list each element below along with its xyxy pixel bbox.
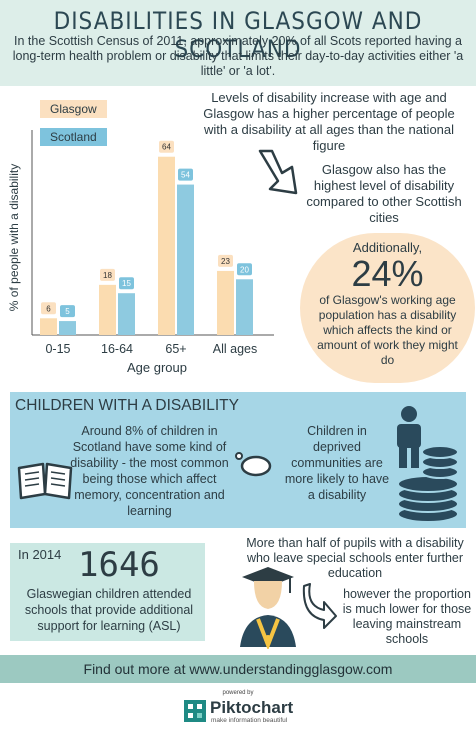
bar-glasgow-3 — [217, 270, 234, 335]
data-label-bg-1-2 — [178, 168, 193, 181]
data-label-glasgow-2: 64 — [162, 143, 171, 152]
book-icon — [17, 462, 73, 500]
children-text-2: Children in deprived communities are mor… — [284, 424, 390, 502]
asl-box — [10, 543, 205, 641]
coin-stack-icon — [397, 445, 459, 523]
data-label-bg-0-3 — [218, 254, 233, 267]
working-percent: 24% — [351, 253, 424, 294]
bar-scotland-0 — [59, 321, 76, 335]
bar-scotland-1 — [118, 293, 135, 335]
data-label-bg-0-0 — [41, 302, 56, 315]
page-title: DISABILITIES IN GLASGOW AND SCOTLAND — [53, 7, 423, 63]
working-age-circle — [300, 233, 475, 383]
data-label-scotland-3: 20 — [240, 265, 249, 274]
legend-scotland: Scotland — [40, 128, 107, 146]
data-label-bg-1-1 — [119, 277, 134, 290]
graduate-icon — [240, 567, 296, 649]
brand-tagline: make information beautiful — [211, 717, 288, 724]
bar-glasgow-2 — [158, 156, 175, 335]
asl-year: In 2014 — [18, 547, 62, 562]
cities-text: Glasgow also has the highest level of di… — [306, 162, 462, 225]
data-label-scotland-0: 5 — [65, 307, 70, 316]
bar-chart: 6 5 0-15 18 15 16-64 64 54 65+ 23 20 All ages Age gr… — [7, 130, 274, 375]
asl-text: Glaswegian children attended schools tha… — [24, 587, 194, 633]
children-box — [10, 392, 466, 528]
data-label-glasgow-3: 23 — [221, 257, 230, 266]
x-tick-0: 0-15 — [45, 342, 70, 356]
legend-glasgow: Glasgow — [40, 100, 107, 118]
data-label-bg-0-1 — [100, 268, 115, 281]
data-label-bg-0-2 — [159, 140, 174, 153]
data-label-scotland-2: 54 — [181, 171, 190, 180]
data-label-bg-1-3 — [237, 263, 252, 276]
x-tick-3: All ages — [213, 342, 257, 356]
asl-count: 1646 — [78, 545, 160, 585]
x-tick-1: 16-64 — [101, 342, 133, 356]
data-label-glasgow-0: 6 — [46, 304, 51, 313]
brand-name[interactable]: Piktochart — [210, 698, 294, 717]
footer-link[interactable]: Find out more at www.understandingglasgo… — [0, 655, 476, 683]
thought-bubble-icon — [235, 452, 272, 477]
header-band — [0, 0, 476, 86]
working-text: of Glasgow's working age population has … — [317, 293, 458, 367]
children-text-1: Around 8% of children in Scotland have s… — [70, 424, 229, 518]
working-prefix: Additionally, — [352, 240, 423, 255]
age-text: Levels of disability increase with age a… — [203, 90, 455, 153]
bar-scotland-3 — [236, 279, 253, 335]
bar-glasgow-0 — [40, 318, 57, 335]
bar-scotland-2 — [177, 184, 194, 335]
bar-glasgow-1 — [99, 284, 116, 335]
powered-by: powered by — [222, 690, 254, 696]
arrow-curve-icon — [302, 583, 337, 629]
x-axis-label: Age group — [127, 360, 187, 375]
intro-text: In the Scottish Census of 2011, approxim… — [12, 34, 464, 78]
data-label-scotland-1: 15 — [122, 279, 131, 288]
person-icon — [397, 406, 421, 468]
children-heading: CHILDREN WITH A DISABILITY — [15, 397, 239, 414]
y-axis-label: % of people with a disability — [7, 164, 21, 311]
arrow-down-right-icon — [258, 149, 298, 195]
further-ed-text-2: however the proportion is much lower for… — [342, 587, 472, 646]
data-label-bg-1-0 — [60, 305, 75, 318]
x-tick-2: 65+ — [165, 342, 186, 356]
piktochart-logo-icon — [184, 700, 206, 722]
data-label-glasgow-1: 18 — [103, 271, 112, 280]
further-ed-text-1: More than half of pupils with a disabili… — [246, 536, 464, 580]
